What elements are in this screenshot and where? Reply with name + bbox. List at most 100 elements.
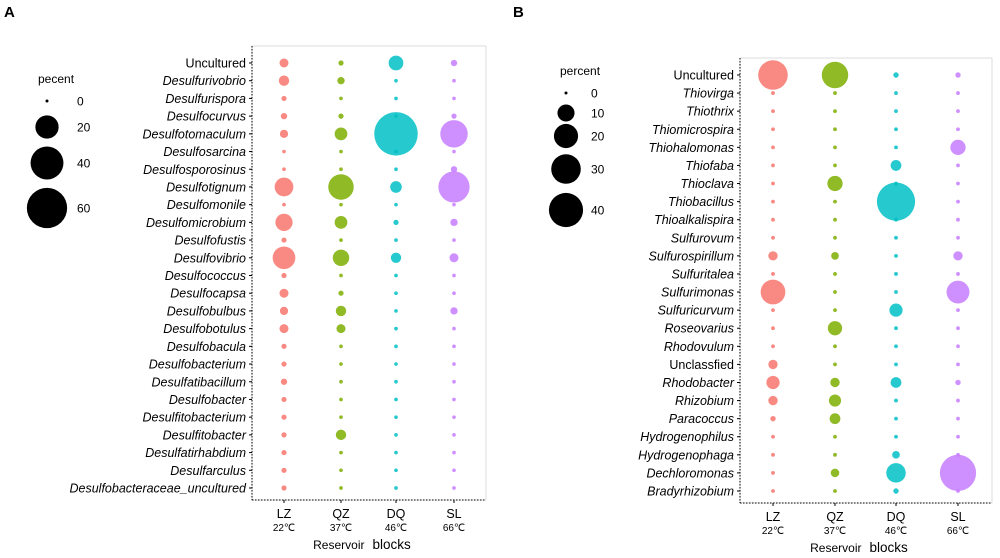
y-tick-label: Desulfitobacter bbox=[163, 428, 247, 442]
bubble-dq-24 bbox=[394, 486, 398, 490]
bubble-sl-12 bbox=[452, 273, 456, 278]
bubble-lz-5 bbox=[282, 149, 286, 154]
bubble-dq-5 bbox=[890, 160, 902, 171]
legend-circle bbox=[35, 115, 59, 139]
bubble-lz-14 bbox=[771, 326, 775, 331]
y-tick-label: Desulfobulbus bbox=[167, 304, 246, 318]
bubble-dq-18 bbox=[894, 398, 898, 403]
bubble-lz-14 bbox=[279, 306, 289, 316]
bubble-sl-11 bbox=[956, 272, 960, 276]
bubble-dq-21 bbox=[394, 433, 398, 437]
bubble-qz-19 bbox=[829, 413, 841, 425]
y-tick-label: Hydrogenophaga bbox=[638, 448, 734, 462]
y-tick-label: Uncultured bbox=[186, 57, 246, 71]
bubble-sl-9 bbox=[450, 218, 458, 227]
bubble-qz-1 bbox=[337, 77, 345, 85]
y-tick-label: Sulfuricurvum bbox=[658, 304, 734, 318]
bubble-dq-12 bbox=[394, 273, 398, 278]
bubble-sl-22 bbox=[939, 454, 977, 492]
x-tick-temperature: 22℃ bbox=[762, 526, 784, 537]
y-tick-label: Bradyrhizobium bbox=[647, 485, 734, 499]
bubble-lz-4 bbox=[771, 145, 775, 150]
bubble-lz-24 bbox=[281, 485, 287, 491]
y-tick-label: Desulfobotulus bbox=[163, 322, 246, 336]
legend-title: percent bbox=[560, 64, 601, 78]
x-tick-temperature: 22℃ bbox=[273, 523, 295, 534]
bubble-sl-19 bbox=[956, 416, 960, 421]
legend-circle bbox=[548, 192, 584, 228]
bubble-dq-23 bbox=[394, 468, 398, 473]
legend-label: 60 bbox=[77, 202, 91, 216]
bubble-dq-8 bbox=[894, 217, 898, 222]
bubble-qz-13 bbox=[833, 308, 837, 313]
y-tick-label: Hydrogenophilus bbox=[640, 430, 734, 444]
x-tick-label: LZ bbox=[766, 510, 781, 524]
bubble-sl-2 bbox=[956, 109, 960, 114]
bubble-sl-0 bbox=[450, 59, 458, 67]
bubble-sl-20 bbox=[452, 415, 456, 420]
bubble-sl-4 bbox=[440, 120, 468, 148]
x-tick-temperature: 46℃ bbox=[385, 523, 407, 534]
bubble-qz-22 bbox=[830, 468, 840, 478]
y-tick-label: Thiothrix bbox=[686, 105, 735, 119]
y-tick-label: Thioclava bbox=[681, 177, 735, 191]
bubble-dq-4 bbox=[374, 112, 418, 156]
legend-label: 10 bbox=[591, 107, 605, 121]
y-tick-label: Thiofaba bbox=[685, 159, 734, 173]
bubble-lz-15 bbox=[771, 344, 775, 349]
bubble-lz-11 bbox=[272, 246, 296, 270]
bubble-lz-20 bbox=[281, 414, 287, 420]
bubble-dq-15 bbox=[394, 326, 398, 331]
bubble-qz-8 bbox=[833, 217, 837, 222]
bubble-lz-23 bbox=[771, 489, 775, 493]
bubble-qz-23 bbox=[339, 468, 343, 473]
y-tick-label: Rhizobium bbox=[675, 394, 734, 408]
bubble-qz-10 bbox=[339, 238, 343, 242]
y-tick-label: Sulfurovum bbox=[671, 231, 734, 245]
bubble-lz-3 bbox=[280, 112, 288, 120]
bubble-sl-4 bbox=[950, 139, 966, 155]
y-tick-label: Desulfosarcina bbox=[163, 145, 246, 159]
bubble-dq-5 bbox=[394, 149, 398, 154]
y-tick-label: Desulfobacter bbox=[169, 393, 247, 407]
bubble-qz-8 bbox=[339, 202, 343, 207]
bubble-qz-21 bbox=[335, 429, 347, 441]
bubble-lz-19 bbox=[770, 415, 776, 422]
legend-circle bbox=[553, 123, 579, 149]
bubble-dq-9 bbox=[894, 235, 898, 240]
panel-label: A bbox=[4, 4, 15, 21]
bubble-dq-14 bbox=[894, 326, 898, 331]
bubble-qz-16 bbox=[339, 344, 343, 349]
bubble-qz-24 bbox=[339, 486, 343, 490]
bubble-lz-2 bbox=[771, 109, 775, 114]
bubble-qz-15 bbox=[833, 344, 837, 349]
bubble-sl-3 bbox=[451, 113, 457, 119]
bubble-dq-3 bbox=[894, 127, 898, 132]
bubble-sl-14 bbox=[450, 307, 458, 315]
bubble-lz-2 bbox=[281, 95, 287, 102]
bubble-lz-16 bbox=[281, 343, 287, 349]
bubble-sl-1 bbox=[452, 78, 456, 83]
bubble-qz-2 bbox=[833, 109, 837, 114]
bubble-qz-4 bbox=[334, 127, 348, 141]
bubble-dq-6 bbox=[394, 167, 398, 172]
bubble-dq-1 bbox=[394, 78, 398, 83]
bubble-qz-2 bbox=[339, 96, 343, 101]
bubble-lz-12 bbox=[760, 279, 786, 305]
bubble-sl-18 bbox=[956, 398, 960, 403]
bubble-lz-13 bbox=[279, 288, 289, 298]
y-tick-label: Unclassfied bbox=[669, 358, 734, 372]
bubble-lz-12 bbox=[281, 272, 287, 279]
y-tick-label: Desulfomonile bbox=[167, 198, 246, 212]
bubble-qz-12 bbox=[833, 290, 837, 294]
bubble-dq-17 bbox=[394, 362, 398, 366]
bubble-dq-19 bbox=[394, 397, 398, 402]
bubble-dq-23 bbox=[893, 488, 899, 494]
bubble-qz-20 bbox=[833, 434, 837, 439]
x-tick-temperature: 66℃ bbox=[947, 526, 969, 537]
legend-circle bbox=[26, 187, 68, 229]
bubble-lz-15 bbox=[279, 324, 289, 334]
x-tick-label: SL bbox=[950, 510, 965, 524]
bubble-qz-18 bbox=[339, 379, 343, 384]
x-axis-title-right: blocks bbox=[870, 540, 909, 555]
